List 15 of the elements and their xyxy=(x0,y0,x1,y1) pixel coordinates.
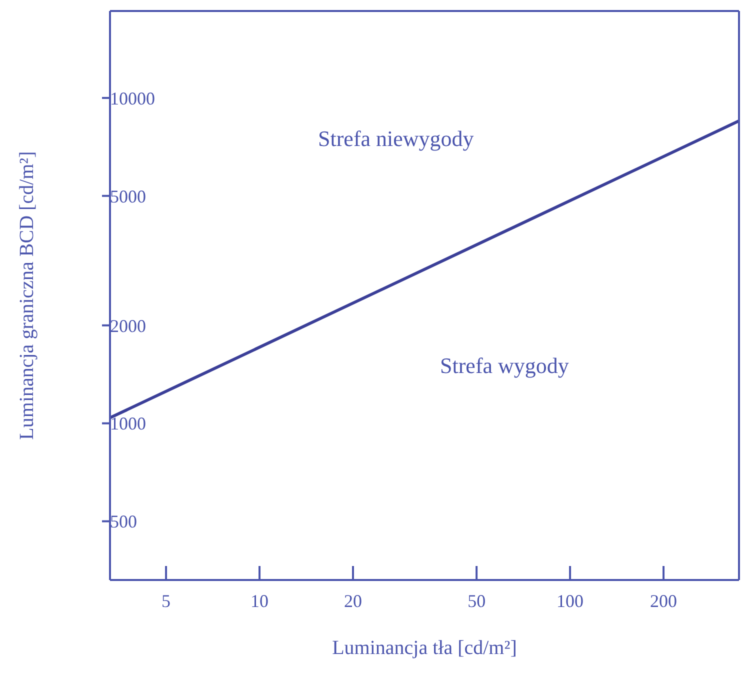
y-tick-label: 500 xyxy=(110,512,137,532)
x-axis-title: Luminancja tła [cd/m²] xyxy=(332,637,517,659)
x-tick-label: 20 xyxy=(344,590,362,611)
y-tick-label: 5000 xyxy=(110,186,146,206)
y-tick-label: 10000 xyxy=(110,88,155,108)
x-tick-label: 200 xyxy=(650,590,678,611)
x-tick-label: 5 xyxy=(162,590,171,611)
x-tick-label: 100 xyxy=(556,590,584,611)
y-tick-label: 1000 xyxy=(110,414,146,434)
x-tick-label: 50 xyxy=(468,590,486,611)
annotation: Strefa niewygody xyxy=(318,126,474,152)
y-tick-label: 2000 xyxy=(110,316,146,336)
annotation: Strefa wygody xyxy=(440,353,569,379)
x-tick-label: 10 xyxy=(250,590,269,611)
y-axis-title: Luminancja graniczna BCD [cd/m²] xyxy=(16,151,38,440)
